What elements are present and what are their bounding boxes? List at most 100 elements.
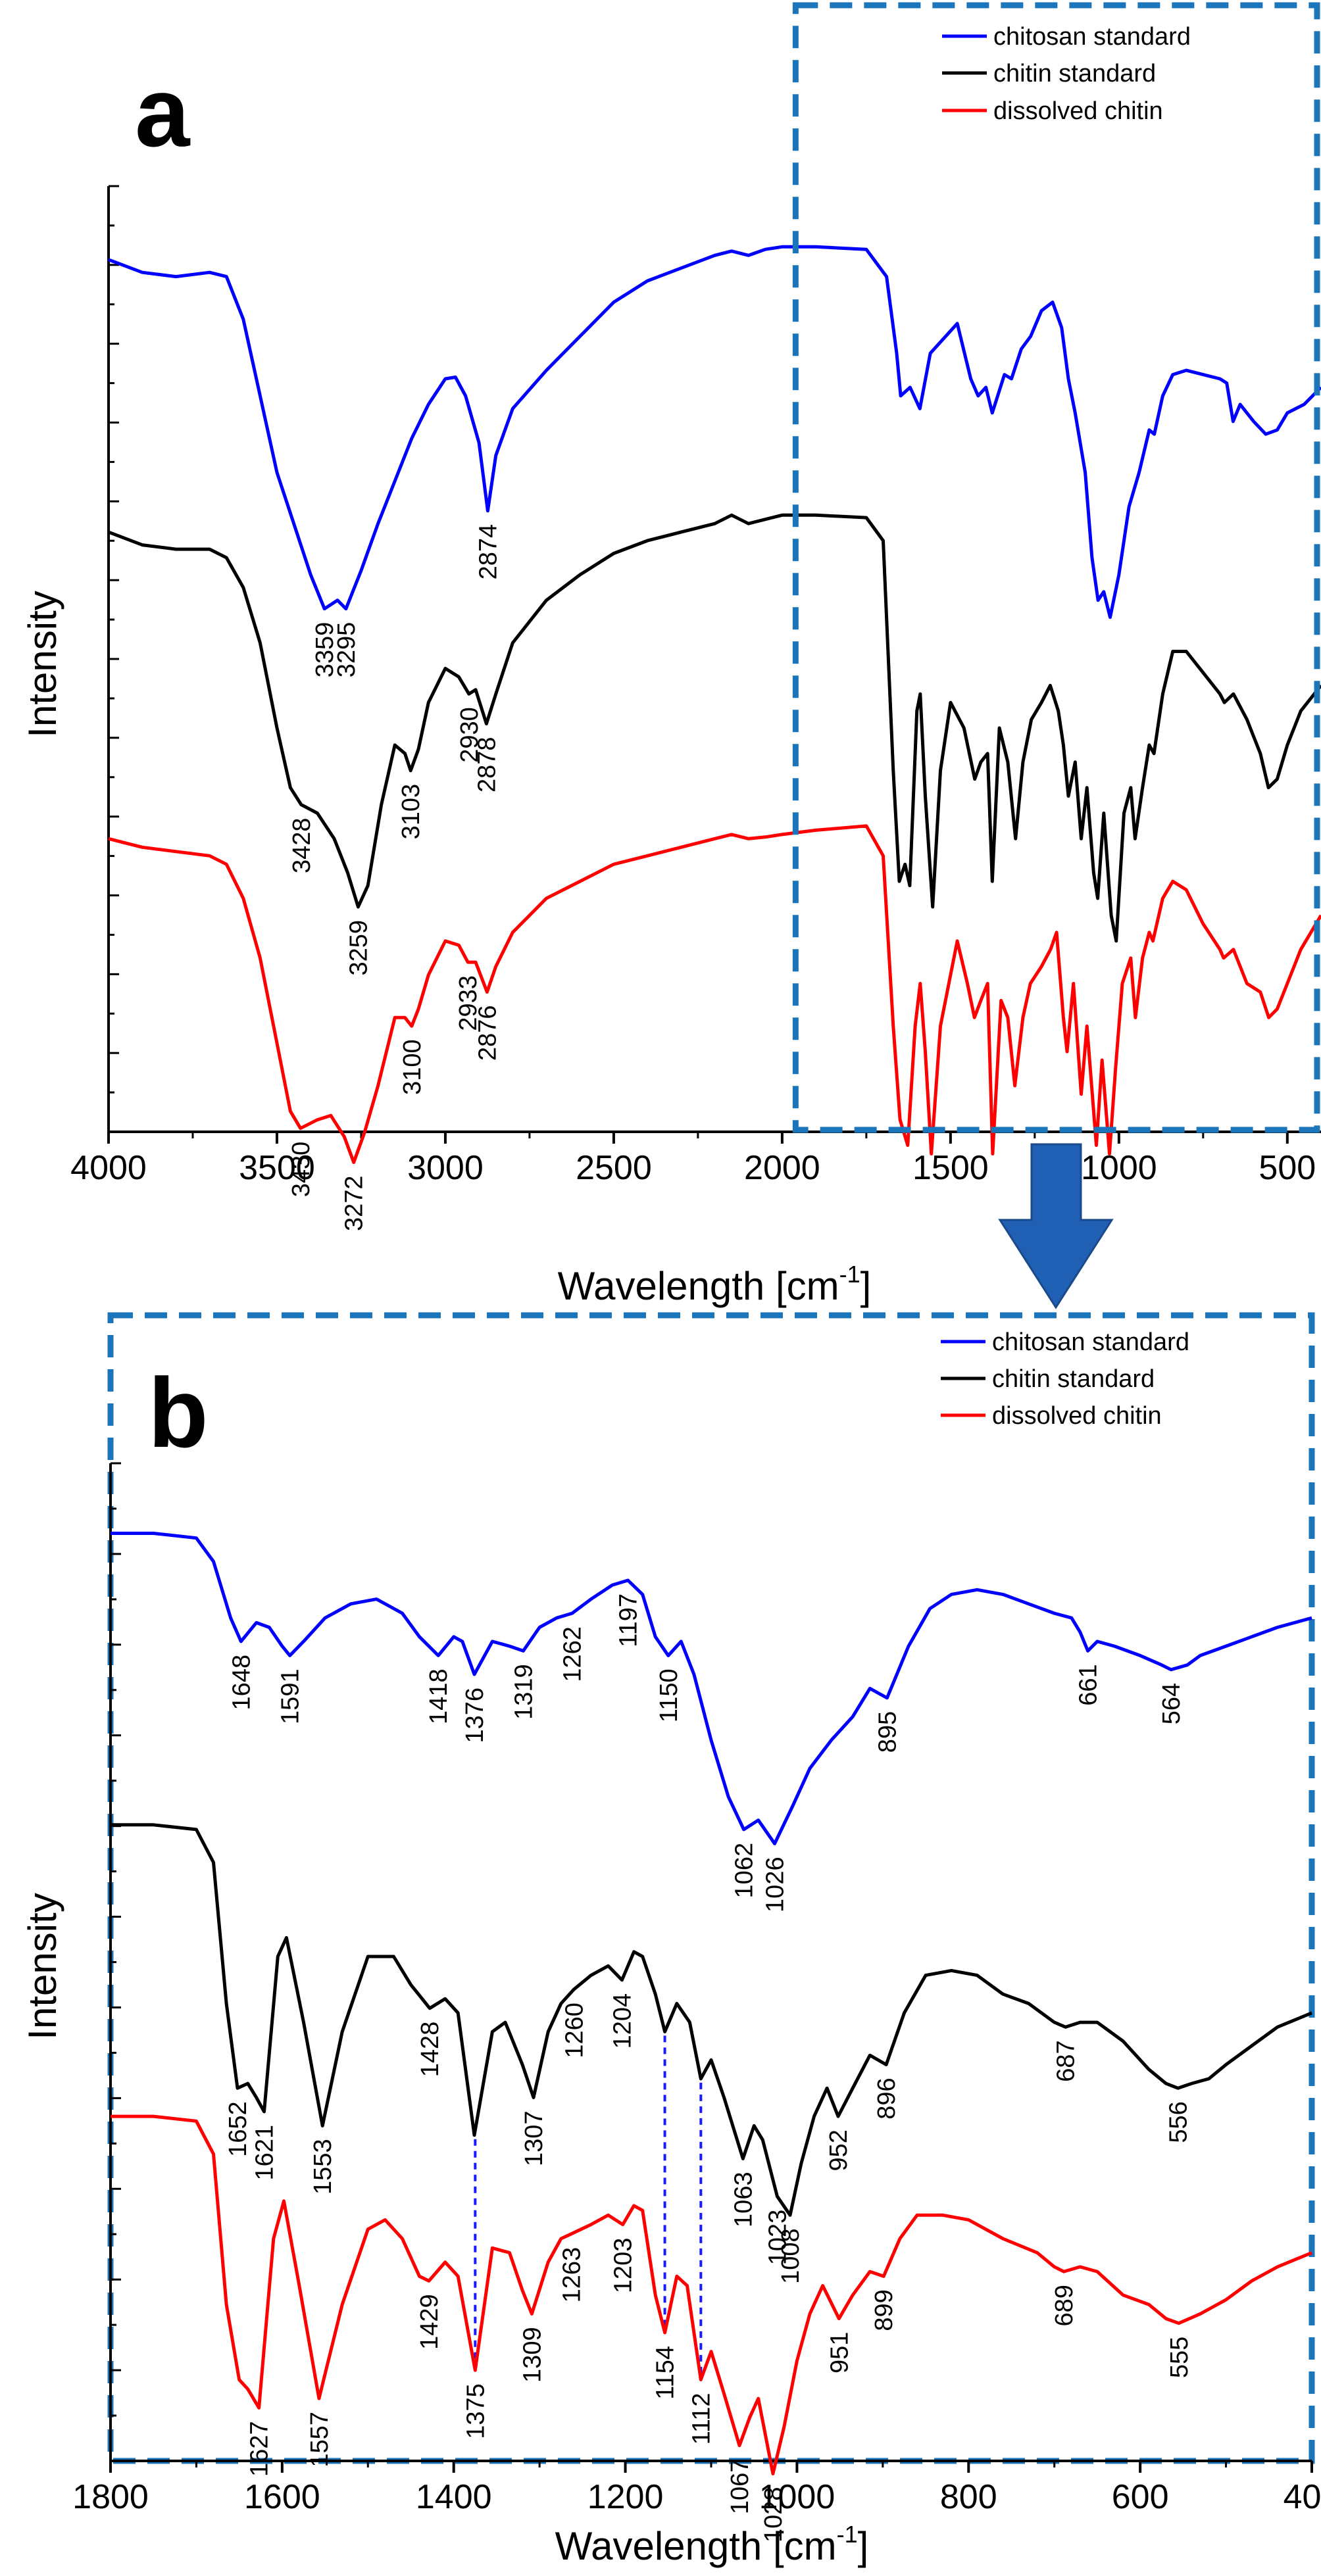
peak-label: 1028 bbox=[760, 2487, 787, 2543]
peak-label: 1553 bbox=[309, 2139, 337, 2195]
peak-label: 3428 bbox=[288, 818, 316, 874]
peak-label: 1418 bbox=[425, 1668, 453, 1724]
down-arrow-icon bbox=[998, 1143, 1114, 1309]
x-tick-label: 2000 bbox=[744, 1149, 820, 1187]
peak-label: 689 bbox=[1051, 2285, 1078, 2326]
peak-label: 1204 bbox=[609, 1993, 636, 2049]
peak-label: 895 bbox=[874, 1711, 901, 1753]
peak-label: 1154 bbox=[652, 2346, 680, 2400]
panel-b-label: b bbox=[148, 1357, 209, 1468]
legend-a-chitosan: chitosan standard bbox=[993, 23, 1191, 51]
peak-label: 3272 bbox=[341, 1176, 368, 1232]
panel-a-y-label: Intensity bbox=[20, 591, 64, 737]
peak-label: 1150 bbox=[655, 1668, 683, 1722]
x-tick-label: 3500 bbox=[239, 1149, 315, 1187]
peak-label: 3295 bbox=[333, 622, 361, 678]
peak-label: 1309 bbox=[518, 2327, 546, 2383]
peak-label: 951 bbox=[826, 2332, 853, 2373]
x-tick-label: 1000 bbox=[759, 2478, 835, 2516]
legend-b-chitin: chitin standard bbox=[992, 1365, 1155, 1393]
x-tick-label: 1600 bbox=[244, 2478, 320, 2516]
panel-a: a 4000 3500 3000 2500 2000 1500 1000 500 Intens… bbox=[20, 2, 1321, 1308]
peak-label: 1260 bbox=[561, 2003, 588, 2058]
peak-label: 687 bbox=[1053, 2040, 1080, 2081]
panel-b-y-ticks bbox=[111, 1462, 121, 2462]
panel-b: b 1800 1600 1400 1200 1000 800 600 400 Intensit… bbox=[20, 1312, 1321, 2568]
peak-label: 1591 bbox=[277, 1668, 305, 1724]
legend-a-dissolved: dissolved chitin bbox=[993, 97, 1163, 125]
peak-label: 661 bbox=[1075, 1664, 1103, 1705]
panel-a-highlight-box bbox=[792, 2, 1320, 1133]
panel-b-x-ticks: 1800 1600 1400 1200 1000 800 600 400 bbox=[72, 2461, 1321, 2516]
panel-b-guide-lines bbox=[474, 2035, 703, 2377]
x-tick-label: 1000 bbox=[1081, 1149, 1157, 1187]
panel-a-x-label-base: Wavelength [cm bbox=[558, 1264, 839, 1308]
peak-label: 2930 bbox=[456, 707, 484, 763]
peak-label: 1621 bbox=[251, 2125, 279, 2181]
peak-label: 1062 bbox=[731, 1843, 759, 1899]
panel-b-legend: chitosan standard chitin standard dissol… bbox=[941, 1328, 1189, 1430]
x-tick-label: 2500 bbox=[576, 1149, 652, 1187]
peak-label: 1319 bbox=[510, 1664, 537, 1720]
panel-a-legend: chitosan standard chitin standard dissol… bbox=[942, 23, 1191, 125]
x-tick-label: 3000 bbox=[407, 1149, 484, 1187]
panel-b-x-label-base: Wavelength [cm bbox=[555, 2524, 837, 2568]
legend-a-chitin: chitin standard bbox=[993, 60, 1156, 87]
peak-label: 2876 bbox=[474, 1006, 501, 1061]
peak-label: 2874 bbox=[474, 524, 502, 580]
panel-a-series bbox=[108, 245, 1321, 1164]
peak-label: 896 bbox=[873, 2078, 901, 2119]
peak-label: 1307 bbox=[520, 2111, 548, 2167]
peak-label: 1262 bbox=[559, 1626, 587, 1682]
peak-label: 1428 bbox=[416, 2022, 444, 2078]
x-tick-label: 600 bbox=[1112, 2478, 1169, 2516]
peak-label: 1063 bbox=[730, 2172, 757, 2227]
x-tick-label: 1200 bbox=[587, 2478, 664, 2516]
panel-b-highlight-box bbox=[107, 1312, 1315, 2464]
peak-label: 1652 bbox=[224, 2101, 252, 2157]
panel-b-peak-labels: 1648 1591 1418 1376 1319 1262 1197 1150 1062 1026… bbox=[224, 1593, 1193, 2542]
panel-b-axes: 1800 1600 1400 1200 1000 800 600 400 bbox=[72, 1462, 1321, 2516]
peak-label: 3359 bbox=[311, 622, 339, 678]
peak-label: 1557 bbox=[306, 2412, 334, 2467]
x-tick-label: 4000 bbox=[70, 1149, 147, 1187]
panel-b-x-label-close: ] bbox=[858, 2524, 869, 2568]
panel-a-x-label-close: ] bbox=[860, 1264, 872, 1308]
x-tick-label: 1800 bbox=[72, 2478, 149, 2516]
panel-a-y-ticks bbox=[109, 185, 119, 1133]
x-tick-label: 500 bbox=[1259, 1149, 1316, 1187]
panel-a-x-label-sup: -1 bbox=[839, 1261, 860, 1288]
peak-label: 1648 bbox=[228, 1655, 255, 1711]
panel-a-label: a bbox=[135, 57, 191, 167]
panel-a-x-ticks: 4000 3500 3000 2500 2000 1500 1000 500 bbox=[70, 1132, 1316, 1187]
peak-label: 2933 bbox=[455, 975, 482, 1031]
peak-label: 1067 bbox=[726, 2459, 754, 2515]
panel-b-y-label: Intensity bbox=[20, 1893, 64, 2039]
peak-label: 1627 bbox=[246, 2421, 274, 2477]
series-line-chitosan-standard bbox=[111, 1532, 1312, 1845]
series-line-dissolved-chitin bbox=[108, 824, 1321, 1164]
panel-a-axes: 4000 3500 3000 2500 2000 1500 1000 500 bbox=[70, 185, 1321, 1187]
peak-label: 952 bbox=[825, 2129, 853, 2171]
peak-label: 564 bbox=[1158, 1683, 1185, 1724]
series-line-chitin-standard bbox=[108, 513, 1321, 943]
x-tick-label: 1500 bbox=[912, 1149, 989, 1187]
peak-label: 555 bbox=[1166, 2337, 1193, 2378]
peak-label: 1112 bbox=[687, 2393, 715, 2445]
peak-label: 1026 bbox=[762, 1857, 789, 1912]
x-tick-label: 400 bbox=[1284, 2478, 1321, 2516]
peak-label: 1263 bbox=[558, 2247, 586, 2303]
peak-label: 899 bbox=[870, 2289, 898, 2331]
peak-label: 1203 bbox=[610, 2238, 637, 2294]
legend-b-chitosan: chitosan standard bbox=[992, 1328, 1189, 1356]
peak-label: 556 bbox=[1165, 2101, 1193, 2143]
series-line-chitosan-standard bbox=[108, 245, 1321, 620]
peak-label: 1197 bbox=[615, 1593, 643, 1647]
x-tick-label: 1400 bbox=[416, 2478, 492, 2516]
peak-label: 3259 bbox=[345, 920, 372, 976]
x-tick-label: 800 bbox=[940, 2478, 997, 2516]
series-line-dissolved-chitin bbox=[111, 2114, 1312, 2475]
peak-label: 3430 bbox=[287, 1142, 315, 1198]
